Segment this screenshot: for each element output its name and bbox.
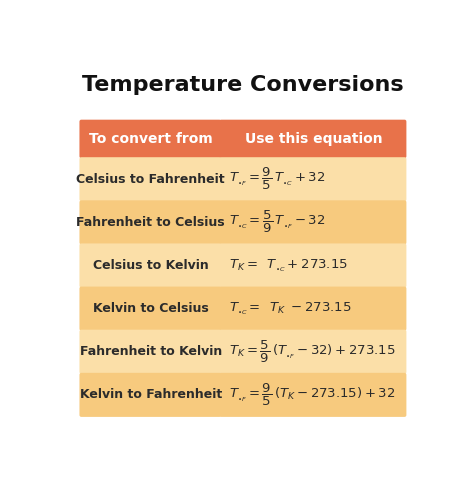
FancyBboxPatch shape [80,286,221,331]
FancyBboxPatch shape [219,200,406,244]
Text: Kelvin to Fahrenheit: Kelvin to Fahrenheit [80,388,222,402]
FancyBboxPatch shape [219,286,406,331]
Text: Fahrenheit to Celsius: Fahrenheit to Celsius [76,216,225,229]
FancyBboxPatch shape [219,120,406,158]
Text: Use this equation: Use this equation [245,132,382,146]
FancyBboxPatch shape [80,373,221,417]
FancyBboxPatch shape [80,330,221,374]
FancyBboxPatch shape [219,330,406,374]
Text: Kelvin to Celsius: Kelvin to Celsius [93,302,209,315]
Text: Celsius to Kelvin: Celsius to Kelvin [93,259,209,272]
Text: $T_K = \dfrac{5}{9}\,( T_{_{\bullet F}} - 32) +273.15$: $T_K = \dfrac{5}{9}\,( T_{_{\bullet F}} … [228,338,395,365]
FancyBboxPatch shape [80,244,221,288]
Text: Temperature Conversions: Temperature Conversions [82,75,404,95]
Text: Fahrenheit to Kelvin: Fahrenheit to Kelvin [80,345,222,358]
FancyBboxPatch shape [219,157,406,202]
Text: $T_{_{\bullet C}} = \dfrac{5}{9}\, T_{_{\bullet F}} - 32$: $T_{_{\bullet C}} = \dfrac{5}{9}\, T_{_{… [228,210,325,236]
Text: $T_{_{\bullet F}} = \dfrac{9}{5}\,( T_K - 273.15) + 32$: $T_{_{\bullet F}} = \dfrac{9}{5}\,( T_K … [228,382,395,408]
Text: $T_{_{\bullet F}} = \dfrac{9}{5}\, T_{_{\bullet C}} + 32$: $T_{_{\bullet F}} = \dfrac{9}{5}\, T_{_{… [228,166,325,192]
Text: To convert from: To convert from [89,132,213,146]
Text: $T_{_{\bullet C}} =\;\; T_K\; - 273.15$: $T_{_{\bullet C}} =\;\; T_K\; - 273.15$ [228,300,351,317]
FancyBboxPatch shape [80,120,221,158]
Text: Celsius to Fahrenheit: Celsius to Fahrenheit [76,173,225,186]
Text: $T_K =\;\; T_{_{\bullet C}} + 273.15$: $T_K =\;\; T_{_{\bullet C}} + 273.15$ [228,257,347,274]
FancyBboxPatch shape [80,157,221,202]
FancyBboxPatch shape [219,244,406,288]
FancyBboxPatch shape [219,373,406,417]
FancyBboxPatch shape [80,200,221,244]
